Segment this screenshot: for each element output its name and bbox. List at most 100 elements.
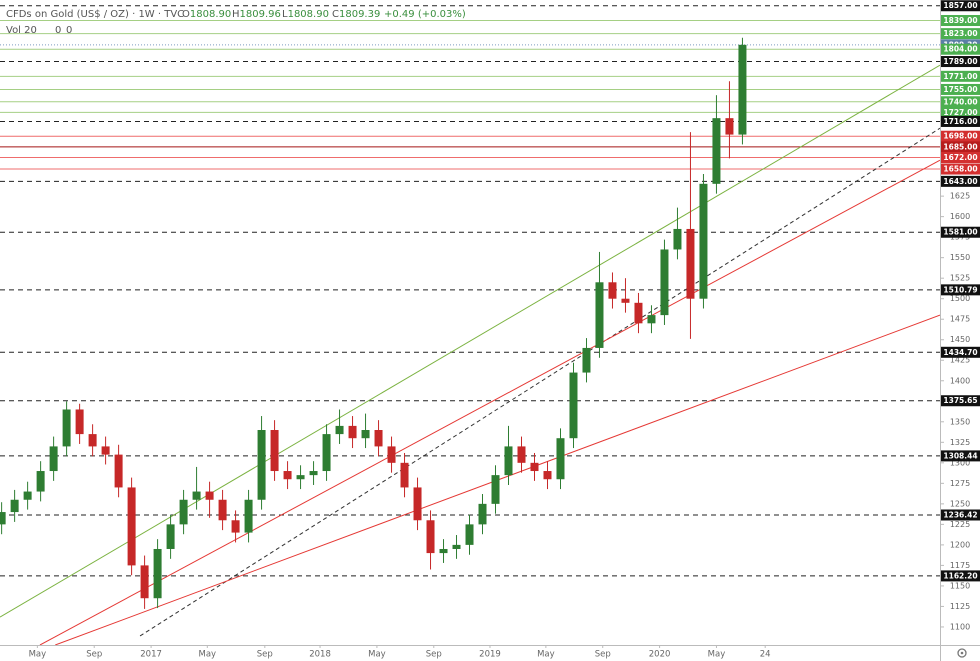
y-tick-label: 1550: [950, 253, 970, 262]
candle-body: [10, 499, 19, 513]
candle-body: [257, 430, 266, 500]
y-tick-label: 1400: [950, 376, 970, 385]
price-tag: [941, 346, 980, 358]
price-tag: [941, 56, 980, 68]
price-tag-label: 1771.00: [943, 72, 977, 81]
volume-label: Vol 20: [6, 25, 37, 36]
price-tag: [941, 115, 980, 127]
y-tick-label: 1625: [950, 192, 970, 201]
y-tick-label: 1475: [950, 315, 970, 324]
price-tag-label: 1434.70: [943, 348, 977, 357]
candle-body: [244, 499, 253, 533]
candle-body: [530, 462, 539, 472]
trend-line: [39, 159, 940, 645]
candle-body: [595, 282, 604, 348]
x-tick-label: Sep: [595, 650, 611, 660]
candle-body: [712, 118, 721, 184]
candle-body: [0, 512, 6, 525]
x-tick-label: 24: [760, 650, 771, 660]
ohlc-item: O1808.90: [182, 9, 231, 20]
price-tag-label: 1672.00: [943, 153, 977, 162]
price-tag: [941, 83, 980, 95]
ohlc-value: 1809.96: [240, 9, 281, 20]
price-tag-label: 1857.00: [943, 1, 977, 10]
y-tick-label: 1350: [950, 417, 970, 426]
price-tag: [941, 70, 980, 82]
price-tag: [941, 0, 980, 12]
price-tag-label: 1658.00: [943, 165, 977, 174]
candle-body: [127, 487, 136, 566]
candle-body: [309, 471, 318, 476]
candle-body: [699, 183, 708, 299]
candle-body: [582, 347, 591, 373]
candle-body: [62, 409, 71, 447]
candle-body: [296, 475, 305, 480]
price-tag-label: 1581.00: [943, 228, 977, 237]
levels: [0, 5, 940, 577]
x-tick-label: 2020: [649, 650, 671, 660]
candle-body: [335, 425, 344, 435]
candle-body: [114, 454, 123, 488]
x-tick-label: May: [199, 650, 217, 660]
price-tag-label: 1804.00: [943, 45, 977, 54]
price-tag: [941, 15, 980, 27]
trend-line: [0, 64, 940, 618]
price-tag: [941, 130, 980, 142]
y-tick-label: 1450: [950, 335, 970, 344]
price-tag-label: 1789.00: [943, 57, 977, 66]
candle-body: [725, 118, 734, 135]
candle-body: [348, 425, 357, 439]
price-tag-label: 1839.00: [943, 16, 977, 25]
candle-body: [153, 548, 162, 599]
candle-body: [322, 434, 331, 472]
price-tag-label: 1823.00: [943, 29, 977, 38]
y-tick-label: 1425: [950, 356, 970, 365]
candle-body: [75, 409, 84, 435]
candle-body: [673, 228, 682, 250]
candle-body: [543, 471, 552, 480]
price-tag-label: 1643.00: [943, 177, 977, 186]
y-tick-label: 1225: [950, 520, 970, 529]
y-tick-label: 1100: [950, 622, 970, 631]
x-tick-label: May: [368, 650, 386, 660]
price-tag: [941, 395, 980, 407]
x-tick-label: Sep: [426, 650, 442, 660]
candle-body: [608, 282, 617, 299]
candle-body: [660, 249, 669, 316]
y-tick-label: 1275: [950, 479, 970, 488]
price-tag-label: 1755.00: [943, 85, 977, 94]
price-tag: [941, 43, 980, 55]
settings-icon[interactable]: [957, 648, 967, 658]
candle-body: [556, 438, 565, 480]
y-tick-label: 1525: [950, 274, 970, 283]
candle-body: [88, 434, 97, 447]
candle-body: [166, 524, 175, 549]
y-tick-label: 1300: [950, 458, 970, 467]
candle-body: [270, 430, 279, 472]
candle-body: [504, 446, 513, 476]
x-tick-label: 2018: [309, 650, 331, 660]
price-tag-label: 1685.00: [943, 142, 977, 151]
candle-body: [569, 372, 578, 439]
price-tag-label: 1510.79: [943, 285, 977, 294]
candle-body: [283, 471, 292, 480]
y-tick-label: 1200: [950, 540, 970, 549]
header: CFDs on Gold (US$ / OZ) · 1W · TVC O1808…: [6, 9, 466, 36]
price-tag-label: 1375.65: [943, 396, 977, 405]
price-tag-label: 1162.20: [943, 571, 977, 580]
ohlc-key: O: [182, 9, 190, 20]
y-tick-label: 1325: [950, 438, 970, 447]
candle-body: [374, 430, 383, 447]
price-tag: [941, 106, 980, 118]
candle-body: [452, 544, 461, 549]
price-tag: [941, 152, 980, 164]
ohlc-item: L1808.90: [282, 9, 329, 20]
candle-body: [49, 446, 58, 472]
candle-body: [101, 446, 110, 455]
candle-body: [686, 228, 695, 299]
ohlc-value: +0.49 (+0.03%): [384, 9, 466, 20]
candle-body: [647, 315, 656, 324]
x-tick-label: May: [537, 650, 555, 660]
y-tick-label: 1175: [950, 561, 970, 570]
